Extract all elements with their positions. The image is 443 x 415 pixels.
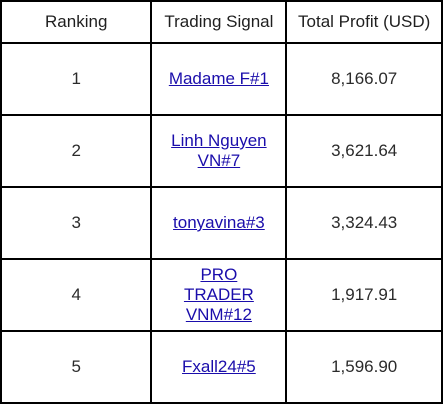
table-row: 1 Madame F#1 8,166.07 [0,42,443,116]
signal-link[interactable]: PRO TRADER VNM#12 [183,265,254,324]
profit-cell: 1,917.91 [285,258,443,332]
header-total-profit: Total Profit (USD) [285,0,443,44]
header-trading-signal: Trading Signal [150,0,288,44]
table-row: 5 Fxall24#5 1,596.90 [0,330,443,404]
signal-cell: tonyavina#3 [150,186,288,260]
signal-cell: PRO TRADER VNM#12 [150,258,288,332]
signal-link[interactable]: Fxall24#5 [182,357,256,376]
signal-cell: Madame F#1 [150,42,288,116]
ranking-table: Ranking Trading Signal Total Profit (USD… [0,0,443,404]
signal-link[interactable]: Madame F#1 [168,69,269,88]
profit-cell: 1,596.90 [285,330,443,404]
rank-cell: 1 [0,42,153,116]
profit-cell: 8,166.07 [285,42,443,116]
table-row: 3 tonyavina#3 3,324.43 [0,186,443,260]
signal-cell: Fxall24#5 [150,330,288,404]
rank-cell: 5 [0,330,153,404]
table-row: 2 Linh Nguyen VN#7 3,621.64 [0,114,443,188]
profit-cell: 3,621.64 [285,114,443,188]
rank-cell: 3 [0,186,153,260]
signal-link[interactable]: tonyavina#3 [173,213,265,232]
rank-cell: 2 [0,114,153,188]
signal-link[interactable]: Linh Nguyen VN#7 [171,131,267,170]
rank-cell: 4 [0,258,153,332]
table-row: 4 PRO TRADER VNM#12 1,917.91 [0,258,443,332]
table-header-row: Ranking Trading Signal Total Profit (USD… [0,0,443,44]
header-ranking: Ranking [0,0,153,44]
signal-cell: Linh Nguyen VN#7 [150,114,288,188]
profit-cell: 3,324.43 [285,186,443,260]
